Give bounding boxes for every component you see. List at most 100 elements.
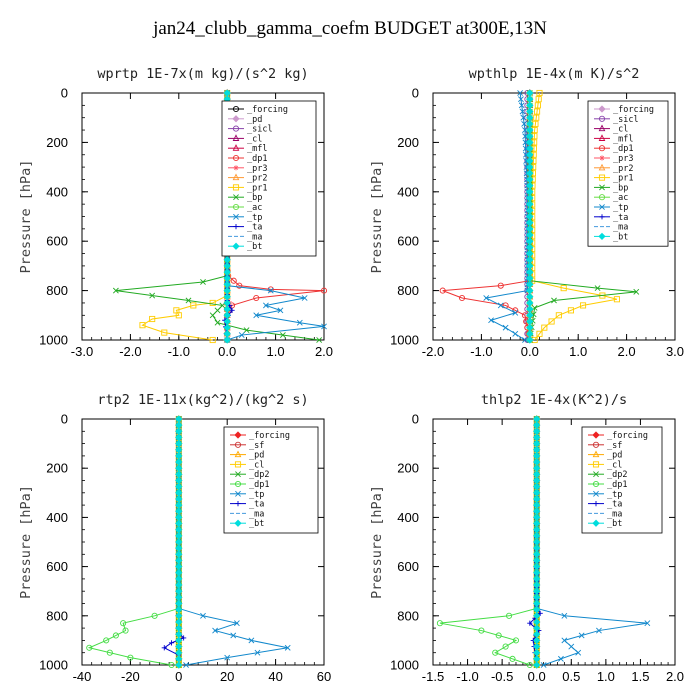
data-point — [492, 649, 499, 656]
data-point — [236, 282, 243, 289]
legend-marker — [234, 450, 242, 458]
data-point — [161, 645, 167, 651]
legend-label: _pr2 — [613, 164, 633, 174]
legend-marker — [598, 124, 606, 132]
legend-label: _dp1 — [613, 144, 633, 154]
x-tick-label: -1.0 — [470, 344, 492, 359]
data-point — [551, 297, 557, 304]
legend-label: _ac — [247, 203, 262, 213]
y-tick-label: 200 — [397, 135, 419, 150]
y-tick-label: 600 — [46, 559, 68, 574]
x-tick-label: -1.0 — [168, 344, 190, 359]
y-tick-label: 1000 — [390, 333, 419, 348]
legend-marker — [233, 224, 239, 230]
data-point — [151, 612, 158, 619]
y-tick-label: 800 — [397, 608, 419, 623]
data-point — [253, 294, 260, 302]
series-dp1 — [439, 89, 533, 344]
data-point — [567, 307, 574, 314]
series-line — [442, 93, 531, 341]
data-point — [200, 279, 206, 285]
y-tick-label: 400 — [397, 510, 419, 525]
x-tick-label: -0.5 — [491, 669, 513, 684]
legend: _forcing_sicl_cl_mfl_dp1_pr3_pr2_pr1_bp_… — [587, 100, 669, 247]
x-tick-label: 40 — [268, 669, 282, 684]
x-tick-label: -3.0 — [71, 344, 93, 359]
data-point — [520, 114, 527, 121]
series-line — [115, 93, 320, 341]
chart-title: rtp2 1E-11x(kg^2)/(kg^2 s) — [97, 392, 308, 408]
data-point — [149, 315, 156, 323]
data-point — [122, 627, 129, 634]
legend-label: _tp — [607, 490, 622, 500]
legend-marker — [232, 125, 240, 132]
y-tick-label: 400 — [46, 184, 68, 199]
data-point — [518, 102, 525, 109]
legend-marker — [592, 461, 600, 468]
data-point — [209, 336, 216, 344]
chart-panel-1: wprtp 1E-7x(m kg)/(s^2 kg) Pressure [hPa]… — [18, 66, 333, 359]
x-tick-label: 2.0 — [315, 344, 333, 359]
y-tick-label: 1000 — [39, 333, 68, 348]
legend-label: _forcing — [607, 431, 648, 441]
legend-marker — [599, 184, 605, 191]
data-point — [212, 627, 219, 634]
legend-marker — [592, 519, 600, 527]
chart-title: thlp2 1E-4x(K^2)/s — [481, 392, 627, 408]
data-point — [523, 151, 529, 158]
legend-label: _pd — [247, 115, 262, 125]
legend-label: _dp1 — [249, 480, 269, 490]
legend-marker — [232, 184, 240, 191]
x-tick-label: 0.5 — [562, 669, 580, 684]
data-point — [575, 649, 582, 656]
y-tick-label: 600 — [397, 234, 419, 249]
legend-label: _bt — [613, 232, 628, 242]
series-ta — [161, 416, 187, 668]
data-point — [284, 644, 291, 651]
data-point — [534, 102, 541, 109]
data-point — [522, 145, 529, 152]
legend-marker — [598, 105, 606, 113]
data-point — [488, 317, 494, 324]
data-point — [522, 133, 529, 140]
data-point — [103, 637, 110, 644]
legend-marker — [598, 163, 606, 171]
x-tick-label: 1.0 — [267, 344, 285, 359]
legend-label: _sf — [607, 441, 622, 451]
x-tick-label: 2.0 — [666, 669, 684, 684]
data-point — [613, 296, 620, 303]
legend-marker — [592, 480, 600, 488]
legend-marker — [593, 490, 599, 497]
y-tick-label: 800 — [397, 283, 419, 298]
legend-marker — [234, 480, 242, 488]
data-point — [523, 158, 530, 164]
series-dp1 — [436, 415, 540, 669]
series-line — [87, 419, 180, 666]
chart-panel-3: rtp2 1E-11x(kg^2)/(kg^2 s) Pressure [hPa]… — [18, 392, 331, 684]
y-tick-label: 200 — [397, 461, 419, 476]
x-tick-label: 3.0 — [666, 344, 684, 359]
legend-marker — [592, 450, 600, 458]
legend-marker — [235, 471, 241, 478]
data-point — [238, 332, 245, 338]
data-point — [248, 637, 255, 644]
x-tick-label: -1.0 — [456, 669, 478, 684]
legend-label: _pr3 — [247, 164, 267, 174]
legend-label: _dp1 — [607, 480, 627, 490]
data-point — [267, 287, 274, 294]
data-point — [161, 329, 168, 336]
data-point — [497, 302, 504, 309]
data-point — [536, 330, 543, 337]
data-point — [518, 96, 524, 103]
legend-label: _ma — [607, 509, 622, 519]
data-point — [555, 312, 562, 319]
data-point — [223, 336, 231, 344]
data-point — [557, 655, 564, 662]
legend-marker — [599, 214, 605, 220]
legend: _forcing_sf_pd_cl_dp2_dp1_tp_ta_ma_bt — [581, 426, 663, 534]
legend-label: _mfl — [613, 134, 633, 144]
data-point — [185, 297, 192, 304]
legend-marker — [234, 519, 242, 527]
data-point — [106, 649, 113, 656]
